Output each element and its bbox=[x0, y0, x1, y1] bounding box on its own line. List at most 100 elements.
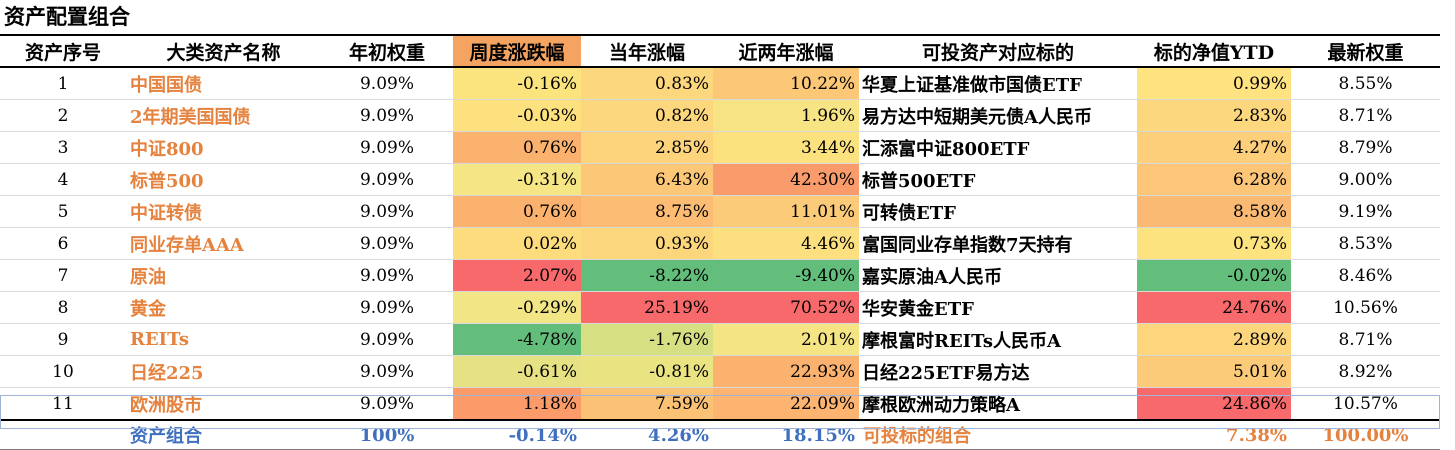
cell-nav-ytd[interactable]: 4.27% bbox=[1137, 131, 1291, 164]
cell-nav-ytd[interactable]: 2.89% bbox=[1137, 323, 1291, 356]
cell-latest-weight[interactable]: 8.46% bbox=[1291, 259, 1440, 292]
cell-two-year-change[interactable]: 42.30% bbox=[713, 163, 859, 196]
summary-name[interactable]: 资产组合 bbox=[126, 419, 321, 450]
cell-asset-name[interactable]: 原油 bbox=[126, 259, 321, 292]
summary-nav-ytd[interactable]: 7.38% bbox=[1137, 419, 1291, 450]
cell-initial-weight[interactable]: 9.09% bbox=[321, 131, 453, 164]
cell-asset-name[interactable]: 中证800 bbox=[126, 131, 321, 164]
cell-ytd-change[interactable]: 0.93% bbox=[581, 227, 713, 260]
cell-ytd-change[interactable]: -8.22% bbox=[581, 259, 713, 292]
cell-initial-weight[interactable]: 9.09% bbox=[321, 259, 453, 292]
cell-asset-name[interactable]: 日经225 bbox=[126, 355, 321, 388]
cell-ytd-change[interactable]: -1.76% bbox=[581, 323, 713, 356]
cell-weekly-change[interactable]: 0.76% bbox=[453, 195, 581, 228]
cell-target[interactable]: 标普500ETF bbox=[859, 163, 1137, 196]
cell-asset-name[interactable]: 标普500 bbox=[126, 163, 321, 196]
cell-initial-weight[interactable]: 9.09% bbox=[321, 291, 453, 324]
cell-two-year-change[interactable]: 11.01% bbox=[713, 195, 859, 228]
cell-index[interactable]: 1 bbox=[0, 67, 126, 100]
cell-two-year-change[interactable]: 22.93% bbox=[713, 355, 859, 388]
cell-latest-weight[interactable]: 8.79% bbox=[1291, 131, 1440, 164]
col-header-ytd-change[interactable]: 当年涨幅 bbox=[581, 34, 713, 68]
cell-index[interactable]: 4 bbox=[0, 163, 126, 196]
cell-two-year-change[interactable]: 3.44% bbox=[713, 131, 859, 164]
col-header-initial-weight[interactable]: 年初权重 bbox=[321, 34, 453, 68]
cell-index[interactable]: 5 bbox=[0, 195, 126, 228]
cell-nav-ytd[interactable]: 24.86% bbox=[1137, 387, 1291, 421]
cell-target[interactable]: 摩根富时REITs人民币A bbox=[859, 323, 1137, 356]
cell-initial-weight[interactable]: 9.09% bbox=[321, 355, 453, 388]
cell-asset-name[interactable]: 中国国债 bbox=[126, 67, 321, 100]
cell-ytd-change[interactable]: 0.82% bbox=[581, 99, 713, 132]
cell-nav-ytd[interactable]: 0.99% bbox=[1137, 67, 1291, 100]
cell-two-year-change[interactable]: 2.01% bbox=[713, 323, 859, 356]
cell-nav-ytd[interactable]: -0.02% bbox=[1137, 259, 1291, 292]
cell-two-year-change[interactable]: 10.22% bbox=[713, 67, 859, 100]
cell-initial-weight[interactable]: 9.09% bbox=[321, 67, 453, 100]
cell-weekly-change[interactable]: 2.07% bbox=[453, 259, 581, 292]
cell-target[interactable]: 富国同业存单指数7天持有 bbox=[859, 227, 1137, 260]
cell-two-year-change[interactable]: 70.52% bbox=[713, 291, 859, 324]
cell-latest-weight[interactable]: 9.00% bbox=[1291, 163, 1440, 196]
cell-asset-name[interactable]: 2年期美国国债 bbox=[126, 99, 321, 132]
cell-index[interactable]: 11 bbox=[0, 387, 126, 421]
col-header-asset-name[interactable]: 大类资产名称 bbox=[126, 34, 321, 68]
cell-target[interactable]: 汇添富中证800ETF bbox=[859, 131, 1137, 164]
cell-latest-weight[interactable]: 10.57% bbox=[1291, 387, 1440, 421]
cell-target[interactable]: 摩根欧洲动力策略A bbox=[859, 387, 1137, 421]
col-header-index[interactable]: 资产序号 bbox=[0, 34, 126, 68]
cell-index[interactable]: 10 bbox=[0, 355, 126, 388]
cell-latest-weight[interactable]: 9.19% bbox=[1291, 195, 1440, 228]
cell-nav-ytd[interactable]: 0.73% bbox=[1137, 227, 1291, 260]
summary-target[interactable]: 可投标的组合 bbox=[859, 419, 1137, 450]
cell-weekly-change[interactable]: -0.61% bbox=[453, 355, 581, 388]
cell-initial-weight[interactable]: 9.09% bbox=[321, 387, 453, 421]
cell-weekly-change[interactable]: -0.03% bbox=[453, 99, 581, 132]
cell-initial-weight[interactable]: 9.09% bbox=[321, 227, 453, 260]
cell-weekly-change[interactable]: -0.31% bbox=[453, 163, 581, 196]
cell-initial-weight[interactable]: 9.09% bbox=[321, 163, 453, 196]
cell-nav-ytd[interactable]: 6.28% bbox=[1137, 163, 1291, 196]
summary-ytd-change[interactable]: 4.26% bbox=[581, 419, 713, 450]
cell-ytd-change[interactable]: -0.81% bbox=[581, 355, 713, 388]
cell-ytd-change[interactable]: 25.19% bbox=[581, 291, 713, 324]
summary-two-year-change[interactable]: 18.15% bbox=[713, 419, 859, 450]
cell-index[interactable]: 8 bbox=[0, 291, 126, 324]
cell-index[interactable]: 7 bbox=[0, 259, 126, 292]
summary-latest-weight[interactable]: 100.00% bbox=[1291, 419, 1440, 450]
cell-weekly-change[interactable]: 1.18% bbox=[453, 387, 581, 421]
cell-latest-weight[interactable]: 8.53% bbox=[1291, 227, 1440, 260]
cell-target[interactable]: 可转债ETF bbox=[859, 195, 1137, 228]
cell-ytd-change[interactable]: 2.85% bbox=[581, 131, 713, 164]
summary-initial-weight[interactable]: 100% bbox=[321, 419, 453, 450]
cell-asset-name[interactable]: REITs bbox=[126, 323, 321, 356]
cell-weekly-change[interactable]: -0.29% bbox=[453, 291, 581, 324]
cell-nav-ytd[interactable]: 8.58% bbox=[1137, 195, 1291, 228]
cell-two-year-change[interactable]: 4.46% bbox=[713, 227, 859, 260]
cell-target[interactable]: 华夏上证基准做市国债ETF bbox=[859, 67, 1137, 100]
cell-ytd-change[interactable]: 0.83% bbox=[581, 67, 713, 100]
cell-latest-weight[interactable]: 8.71% bbox=[1291, 99, 1440, 132]
cell-latest-weight[interactable]: 8.92% bbox=[1291, 355, 1440, 388]
cell-initial-weight[interactable]: 9.09% bbox=[321, 323, 453, 356]
cell-weekly-change[interactable]: 0.76% bbox=[453, 131, 581, 164]
cell-latest-weight[interactable]: 8.55% bbox=[1291, 67, 1440, 100]
cell-weekly-change[interactable]: 0.02% bbox=[453, 227, 581, 260]
cell-ytd-change[interactable]: 6.43% bbox=[581, 163, 713, 196]
cell-target[interactable]: 日经225ETF易方达 bbox=[859, 355, 1137, 388]
cell-nav-ytd[interactable]: 2.83% bbox=[1137, 99, 1291, 132]
summary-weekly-change[interactable]: -0.14% bbox=[453, 419, 581, 450]
cell-ytd-change[interactable]: 8.75% bbox=[581, 195, 713, 228]
cell-weekly-change[interactable]: -4.78% bbox=[453, 323, 581, 356]
cell-target[interactable]: 易方达中短期美元债A人民币 bbox=[859, 99, 1137, 132]
cell-weekly-change[interactable]: -0.16% bbox=[453, 67, 581, 100]
cell-nav-ytd[interactable]: 5.01% bbox=[1137, 355, 1291, 388]
cell-two-year-change[interactable]: 1.96% bbox=[713, 99, 859, 132]
cell-index[interactable]: 2 bbox=[0, 99, 126, 132]
cell-asset-name[interactable]: 同业存单AAA bbox=[126, 227, 321, 260]
cell-asset-name[interactable]: 中证转债 bbox=[126, 195, 321, 228]
col-header-weekly-change[interactable]: 周度涨跌幅 bbox=[453, 34, 581, 68]
cell-initial-weight[interactable]: 9.09% bbox=[321, 99, 453, 132]
cell-asset-name[interactable]: 黄金 bbox=[126, 291, 321, 324]
cell-index[interactable]: 6 bbox=[0, 227, 126, 260]
